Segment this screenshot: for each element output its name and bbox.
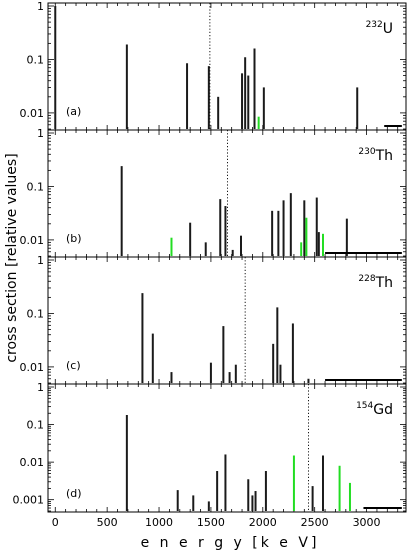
isotope-mass: 228 xyxy=(358,274,375,284)
y-tick-label: 0.1 xyxy=(27,180,45,193)
panel-frame xyxy=(47,2,407,131)
isotope-label: 228Th xyxy=(358,274,393,291)
isotope-label: 154Gd xyxy=(356,401,393,418)
y-tick-label: 0.01 xyxy=(20,456,45,469)
y-tick-label: 1 xyxy=(37,254,44,267)
y-tick-label: 1 xyxy=(37,0,44,13)
panel-4: 1 0.1 0.01 0.001 (d) 154Gd 0 500 1000 1500 2000 250… xyxy=(13,381,407,529)
x-axis-label: e n e r g y [k e V] xyxy=(141,535,320,551)
y-tick-label: 1 xyxy=(37,127,44,140)
y-tick-label: 1 xyxy=(37,381,44,394)
isotope-symbol: Th xyxy=(375,275,393,291)
panel-frame xyxy=(47,256,407,385)
panel-frame xyxy=(47,383,407,513)
panel-label: (c) xyxy=(66,359,81,372)
y-tick-label: 0.1 xyxy=(27,307,45,320)
isotope-symbol: Gd xyxy=(373,402,393,418)
x-tick-label: 1500 xyxy=(197,516,225,529)
x-tick-label: 0 xyxy=(52,516,59,529)
isotope-label: 232U xyxy=(366,20,393,37)
panel-3: 1 0.1 0.01 (c) 228Th xyxy=(20,254,407,385)
isotope-label: 230Th xyxy=(358,147,393,164)
panel-label: (d) xyxy=(66,487,82,500)
y-tick-label: 0.01 xyxy=(20,361,45,374)
isotope-mass: 232 xyxy=(366,20,383,30)
isotope-mass: 230 xyxy=(358,147,375,157)
isotope-mass: 154 xyxy=(356,401,373,411)
x-tick-label: 1000 xyxy=(145,516,173,529)
y-tick-label: 0.001 xyxy=(13,494,45,507)
panel-label: (a) xyxy=(66,105,81,118)
x-tick-label: 3000 xyxy=(353,516,381,529)
x-tick-label: 2000 xyxy=(249,516,277,529)
y-tick-label: 0.1 xyxy=(27,419,45,432)
isotope-symbol: Th xyxy=(375,148,393,164)
y-tick-label: 0.1 xyxy=(27,53,45,66)
panel-frame xyxy=(47,129,407,258)
y-tick-label: 0.01 xyxy=(20,107,45,120)
panel-2: 1 0.1 0.01 (b) 230Th xyxy=(20,127,407,258)
isotope-symbol: U xyxy=(383,21,393,37)
x-tick-label: 2500 xyxy=(301,516,329,529)
x-tick-label: 500 xyxy=(97,516,118,529)
y-tick-label: 0.01 xyxy=(20,234,45,247)
y-axis-label: cross section [relative values] xyxy=(4,153,20,362)
panel-1: 1 0.1 0.01 (a) 232U xyxy=(20,0,407,131)
panel-label: (b) xyxy=(66,232,82,245)
